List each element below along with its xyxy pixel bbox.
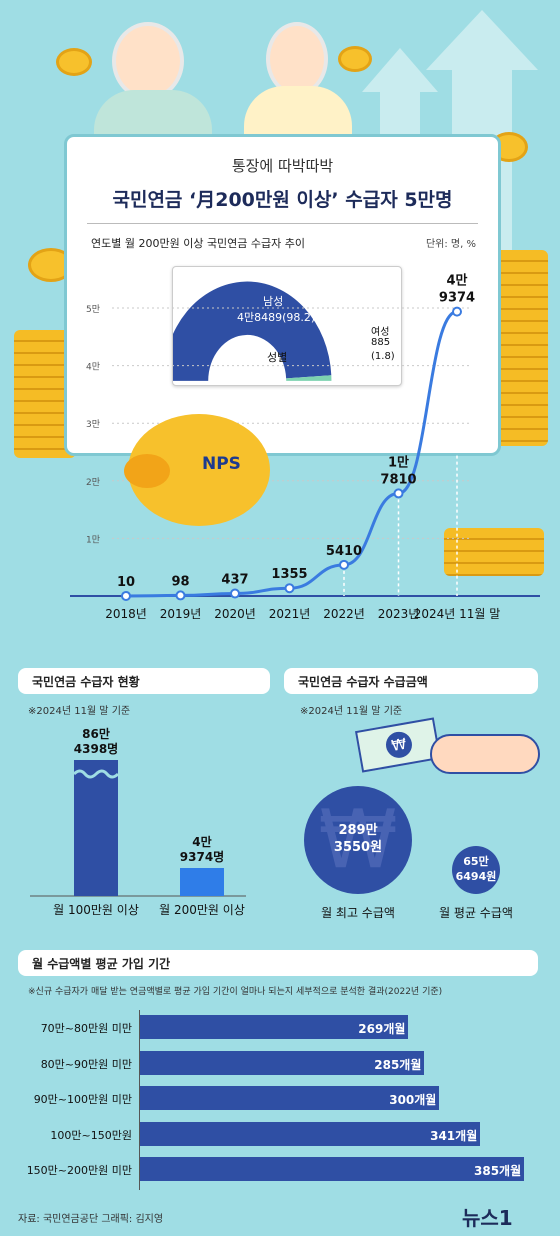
male-share-arc	[173, 281, 332, 381]
avg-amount-value: 65만 6494원	[446, 854, 506, 884]
max-amount-label: 월 최고 수급액	[321, 906, 395, 920]
bar-value-label: 341개월	[430, 1128, 478, 1143]
bar-category-label: 월 200만원 이상	[159, 903, 245, 917]
max-amount-value: 289만 3550원	[304, 822, 412, 856]
avg-amount-circle: 65만 6494원	[452, 846, 500, 894]
coin-stack-right	[492, 250, 548, 446]
data-label: 437	[221, 572, 248, 587]
bar-value-label: 269개월	[358, 1022, 406, 1036]
data-label: 5410	[326, 544, 362, 559]
gender-gauge	[173, 281, 332, 381]
growth-arrow-small-head	[362, 48, 438, 92]
holders-note: ※2024년 11월 말 기준	[28, 706, 131, 717]
won-watermark-icon: ₩	[318, 793, 398, 886]
bar	[140, 1121, 481, 1146]
data-point	[393, 488, 404, 499]
data-point	[284, 583, 295, 594]
data-label: 10	[117, 575, 135, 590]
axis-break-mark	[72, 769, 120, 779]
bar-value-label: 86만 4398명	[74, 726, 118, 756]
gender-title: 성별	[267, 351, 288, 364]
amount-text-line: 289만	[338, 823, 378, 838]
data-point	[175, 590, 186, 601]
hand-illustration	[430, 734, 540, 774]
amount-panel-title: 국민연금 수급자 수급금액	[284, 668, 538, 694]
period-axis	[139, 1010, 140, 1190]
bar	[180, 868, 224, 896]
bar-category-label: 150만~200만원 미만	[26, 1164, 132, 1177]
piggy-bank-illustration: NPS	[124, 414, 270, 526]
bar-value-label: 285개월	[374, 1057, 422, 1072]
x-tick-label: 2023년	[378, 607, 420, 621]
amount-note: ※2024년 11월 말 기준	[300, 706, 403, 717]
x-tick-label: 2022년	[323, 607, 365, 621]
bar	[140, 1157, 524, 1181]
grandmother-illustration	[112, 22, 184, 100]
data-label: 1355	[271, 567, 307, 582]
max-amount-circle: ₩ 289만 3550원	[304, 786, 412, 894]
won-bill-icon: ₩	[383, 729, 415, 760]
period-panel-title: 월 수급액별 평균 가입 기간	[18, 950, 538, 976]
grandfather-body	[244, 86, 352, 138]
source-text: 자료: 국민연금공단 그래픽: 김지영	[18, 1214, 164, 1225]
male-label: 남성	[263, 295, 284, 308]
data-label: 98	[171, 574, 189, 589]
bar	[140, 1015, 409, 1039]
female-pct: (1.8)	[371, 351, 395, 362]
bar-value-label: 4만 9374명	[180, 834, 224, 864]
holders-panel-title: 국민연금 수급자 현황	[18, 668, 270, 694]
period-note: ※신규 수급자가 매달 받는 연금액별로 평균 가입 기간이 얼마나 되는지 세…	[28, 987, 443, 997]
brand-logo: 뉴스1	[462, 1206, 513, 1230]
data-label: 1만 7810	[380, 454, 416, 487]
gender-panel: 남성 4만8489(98.2) 성별 여성 885 (1.8)	[172, 266, 402, 386]
trend-unit: 단위: 명, %	[425, 239, 476, 250]
bar-value-label: 300개월	[389, 1093, 437, 1107]
bar	[74, 760, 118, 896]
x-tick-label: 2018년	[105, 607, 147, 621]
header-title: 국민연금 ‘月200만원 이상’ 수급자 5만명	[112, 189, 453, 211]
x-tick-label: 2021년	[269, 607, 311, 621]
male-value: 4만8489(98.2)	[237, 311, 316, 324]
title-divider	[87, 223, 478, 224]
grandmother-body	[94, 90, 212, 138]
x-tick-label: 2024년 11월 말	[414, 607, 501, 621]
amount-text-line: 3550원	[333, 840, 383, 855]
bar-category-label: 월 100만원 이상	[53, 903, 139, 917]
trend-caption: 연도별 월 200만원 이상 국민연금 수급자 추이	[91, 237, 306, 250]
grandfather-illustration	[266, 22, 328, 96]
female-value: 885	[371, 337, 391, 348]
piggy-snout	[124, 454, 170, 488]
bar	[140, 1050, 425, 1075]
data-point	[121, 590, 131, 601]
x-tick-label: 2019년	[160, 607, 202, 621]
y-tick-label: 1만	[86, 534, 100, 545]
bar-category-label: 90만~100만원 미만	[33, 1093, 132, 1106]
coin-icon	[56, 48, 92, 76]
header-subtitle: 통장에 따박따박	[231, 157, 334, 175]
amount-text-line: 65만	[463, 855, 489, 868]
nps-logo: NPS	[202, 454, 241, 474]
bar-value-label: 385개월	[474, 1164, 522, 1178]
y-tick-label: 2만	[86, 477, 100, 488]
avg-amount-label: 월 평균 수급액	[439, 906, 513, 920]
x-tick-label: 2020년	[214, 607, 256, 621]
bar-category-label: 80만~90만원 미만	[40, 1057, 132, 1071]
cash-hand-illustration: ₩	[354, 717, 442, 773]
data-point	[230, 588, 240, 599]
bar-category-label: 100만~150만원	[50, 1128, 132, 1142]
data-point	[339, 559, 349, 570]
bar-category-label: 70만~80만원 미만	[40, 1022, 132, 1035]
coin-stack-bottom	[444, 528, 544, 576]
bar	[140, 1086, 440, 1110]
amount-text-line: 6494원	[455, 870, 497, 883]
growth-arrow-head	[426, 10, 538, 70]
coin-icon	[338, 46, 372, 72]
female-label: 여성	[371, 327, 390, 338]
